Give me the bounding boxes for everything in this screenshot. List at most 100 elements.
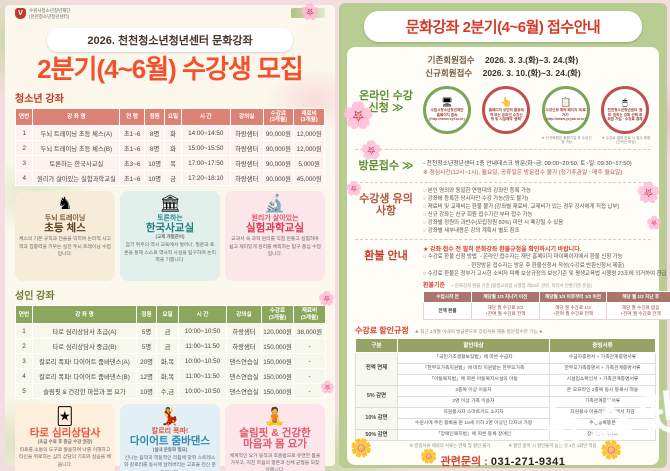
adult-table-header-cell: 요일 [156,305,179,325]
foundation-org-name: 수원시청소년청년재단 [29,8,71,14]
discount-table-cell: 수원시에 주민 등록을 둔 18세 이하 2명 이상인 다자녀 가정 [397,417,550,430]
youth-table-cell: 12,000원 [293,125,325,142]
adult-table-cell: 댄스연습실 [226,368,262,385]
registration-dates: 기존회원접수 2026. 3. 3.(화)~3. 24.(화) 신규회원접수 2… [355,54,651,80]
table-row: 수원시에 주민 등록을 둔 18세 이하 2명 이상인 다자녀 가정 주민등록등본 [356,417,656,430]
youth-table-cell: 토론하는 한국사교실 [32,155,121,172]
refund-section-label: 환불 안내 [364,250,408,263]
youth-table-cell: 화 [164,140,182,157]
notice-items: 본인 명의와 동일한 연령대의 강좌만 등록 가능강좌에 등록한 당사자만 수강… [423,187,651,236]
adult-table-cell: 11:00~11:50 [178,368,227,385]
visit-section-label: 방문접수 ≫ [358,159,414,172]
discount-table-cell: 10% 감면 [355,406,398,430]
table-row: 「아동복지법」에 따른 아동복지시설의 아동 시설입소확인서 + 가족관계증명서류 [356,373,656,386]
discount-footnotes: ※ 증빙서류 제외의 서류는 면제 및 할인 불가 ※ 할인 중복 시 할인율이… [355,443,651,449]
pointer-icon: 👆 [500,97,512,108]
adult-table-cell: 타로 심리상담사 중급(B) [32,338,137,355]
adult-table-cell: 슬림핏 & 건강한 마음과 몸 요가 [32,383,137,400]
refund-basis-note: ~ 문화강좌 환불 기준 [평생교육법 시행령 제23조 관련, 학칙서 반환기… [451,282,592,288]
contact-line: 관련문의 : 031-271-9341 [355,453,651,469]
date-value: 2026. 3. 10.(화)~3. 24.(화) [482,67,581,78]
youth-table-cell: 17:00~17:50 [180,155,231,172]
foundation-center-name: (천천청소년청년센터) [29,13,70,19]
adult-table-cell: 1 [15,323,33,340]
adult-table-cell: 칼로리 폭파! 다이어트 줌바댄스(B) [32,368,137,385]
youth-table-header-cell: 요일 [164,107,182,127]
student-notice-section: 수강생 유의 사항 본인 명의와 동일한 연령대의 강좌만 등록 가능강좌에 등… [355,187,651,236]
adult-table-cell: 150,000원 [261,368,294,385]
card-title-big: 타로 심리상담사 [29,426,101,439]
table-row: 5% 감면 2종목 이상 이용자 온·오프라인 2종목 동시 등록시 적용 [355,384,656,408]
youth-table-cell: 10명 [143,155,166,172]
card-description: 신나는 음악과 역동적인 리듬에 맞춰 스트레스와 칼로리를 동시에 날려버리는… [124,456,216,471]
youth-table-cell: 하랑샘터 [229,170,264,187]
youth-table-cell: 하랑샘터 [229,155,264,172]
adult-table-cell: 12명 [136,368,157,385]
notice-item: 강좌에 등록한 당사자만 수강 가능(양도 불가) [423,195,651,203]
adult-table-cell: 2 [15,338,33,355]
table-row: 「한부모가족지원법」에 따라 지원받는 한부모가족 한부모가족증명서 + 가족관계… [356,362,656,375]
adult-table-cell: - [293,368,326,385]
online-step-1: 🖥 수원시청소년청년재단 홈페이지 접속 (http://www.syf.or.… [423,85,473,145]
youth-table-cell: 하랑샘터 [229,125,264,142]
chess-icon: ♞ [57,194,73,214]
youth-table-cell: 4 [14,170,34,187]
adult-table-cell: 20명 [136,353,157,370]
youth-table-cell: 원리가 살아있는 실험과학교실 [32,170,121,187]
adult-table-header-cell: 강 좌 명 [32,305,137,325]
youth-table-cell: 2 [14,140,34,157]
refund-table-header-cell: 해당월 1/3 이후부터 1/2 이전 [538,290,608,303]
table-row: 4 칼로리 폭파! 다이어트 줌바댄스(B) 12명 화,목 11:00~11:50 댄스… [15,368,326,385]
card-title-small: 원리가 살아있는 [251,214,299,222]
refund-line: ○ 수강료 환불 신청 방법 - 온라인 접수자는 재단 홈페이지 마이페이지에… [423,254,623,261]
discount-table-cell: 「한부모가족지원법」에 따라 지원받는 한부모가족 [397,362,550,375]
adult-table-cell: 화,목 [156,353,179,370]
history-icon: 🏛 [159,194,181,214]
double-chevron-icon: ≫ [391,102,404,115]
table-row: 2 두뇌 트레이닝 초등 체스(B) 초1~6 8명 화 15:00~15:50 하랑샘터 9… [14,140,325,157]
card-title-big: 실험과학교실 [246,221,304,234]
youth-table-header-cell: 강 좌 명 [32,107,121,127]
contact-label: 관련문의 : [440,456,488,469]
discount-table: 구분 할인대상 증빙서류 전액 면제 「국민기초생활보장법」에 따른 수급자 수급자증명… [355,337,656,442]
mouse-icon: 🖱 [622,97,628,108]
card-chess: ♞ 두뇌 트레이닝 초등 체스 체스의 기본 규칙과 전술을 익히며 논리적 사… [15,191,115,282]
dancer-icon: 💃 [159,407,181,427]
foundation-shield-icon: V [15,8,26,19]
visit-info-lines: - 천천청소년청년센터 1층 안내데스크 방문(화~금: 09:00~20:50… [423,154,651,178]
adult-table-cell: 150,000원 [261,353,294,370]
card-subnote: (실내 운동화 필요) [152,447,188,453]
notice-item: 강좌별 세부내용은 강의 계획서 별도 참조 [423,227,651,235]
card-science: 🔬 원리가 살아있는 실험과학교실 교과서 속 과학 원리를 직접 만들고 실험… [225,191,325,282]
refund-basis-row: 환불기준 ~ 문화강좌 환불 기준 [평생교육법 시행령 제23조 관련, 학칙… [423,280,670,289]
youth-table-cell: 8명 [143,140,166,157]
date-label: 신규회원접수 [425,67,473,78]
notice-section-label: 수강생 유의 사항 [359,192,413,218]
discount-table-cell: 수급자증명서 + 가족관계증명서류 [549,351,656,364]
card-description: 타로를 소통의 도구로 활용하여 나를 이해하고 타인을 위로하는 심리 상담의… [19,448,111,468]
adult-table-cell: 150,000원 [261,338,294,355]
youth-table-cell: 90,000원 [262,125,295,142]
visit-line: ※ 점심시간(12시~1시), 월요일, 공휴일은 방문접수 불가 [정기휴관일… [423,169,622,176]
refund-table-cell: 전액 환불 [423,301,472,320]
online-step-3: 📋 수강신청 예약 페이지 '바로가기' (http://www.yeyak.o… [541,85,592,145]
discount-table-cell: 자원봉사자 스마트카드 소지자 [397,406,550,419]
adult-table-header-cell: 수강료 (3개월) [261,305,294,325]
notice-item: 신규 강좌는 신규 회원 접수기간 부터 접수 가능 [423,211,651,219]
adult-table-cell: 타로 심리상담사 초급(A) [32,323,137,340]
youth-table-cell: 초1~6 [119,170,145,187]
visit-line: - 천천청소년청년센터 1층 안내데스크 방문(화~금: 09:00~20:50… [423,160,632,167]
adult-table-header-cell: 연번 [15,305,33,325]
youth-table-cell: 15:00~15:50 [180,140,231,157]
table-row: 5 슬림핏 & 건강한 마음과 몸 요가 10명 수,금 10:00~10:50 댄스연습… [15,383,326,400]
adult-section-label: 성인 강좌 [15,291,55,303]
left-page: V 수원시청소년청년재단 (천천청소년청년센터) 2026. 천천청소년청년센터… [5,5,335,471]
adult-table-cell: 10:00~10:50 [178,383,227,400]
table-row: 2 타로 심리상담사 중급(B) 5명 금 11:00~11:50 하랑샘터 150,000… [15,338,326,355]
youth-table-cell: 5,000원 [293,155,325,172]
discount-table-cell: 「장애인복지법」에 따른 등록 장애인 [397,428,550,442]
refund-method-lines: ○ 수강료 환불 신청 방법 - 온라인 접수자는 재단 홈페이지 마이페이지에… [423,253,670,277]
contact-phone: 031-271-9341 [490,456,566,469]
